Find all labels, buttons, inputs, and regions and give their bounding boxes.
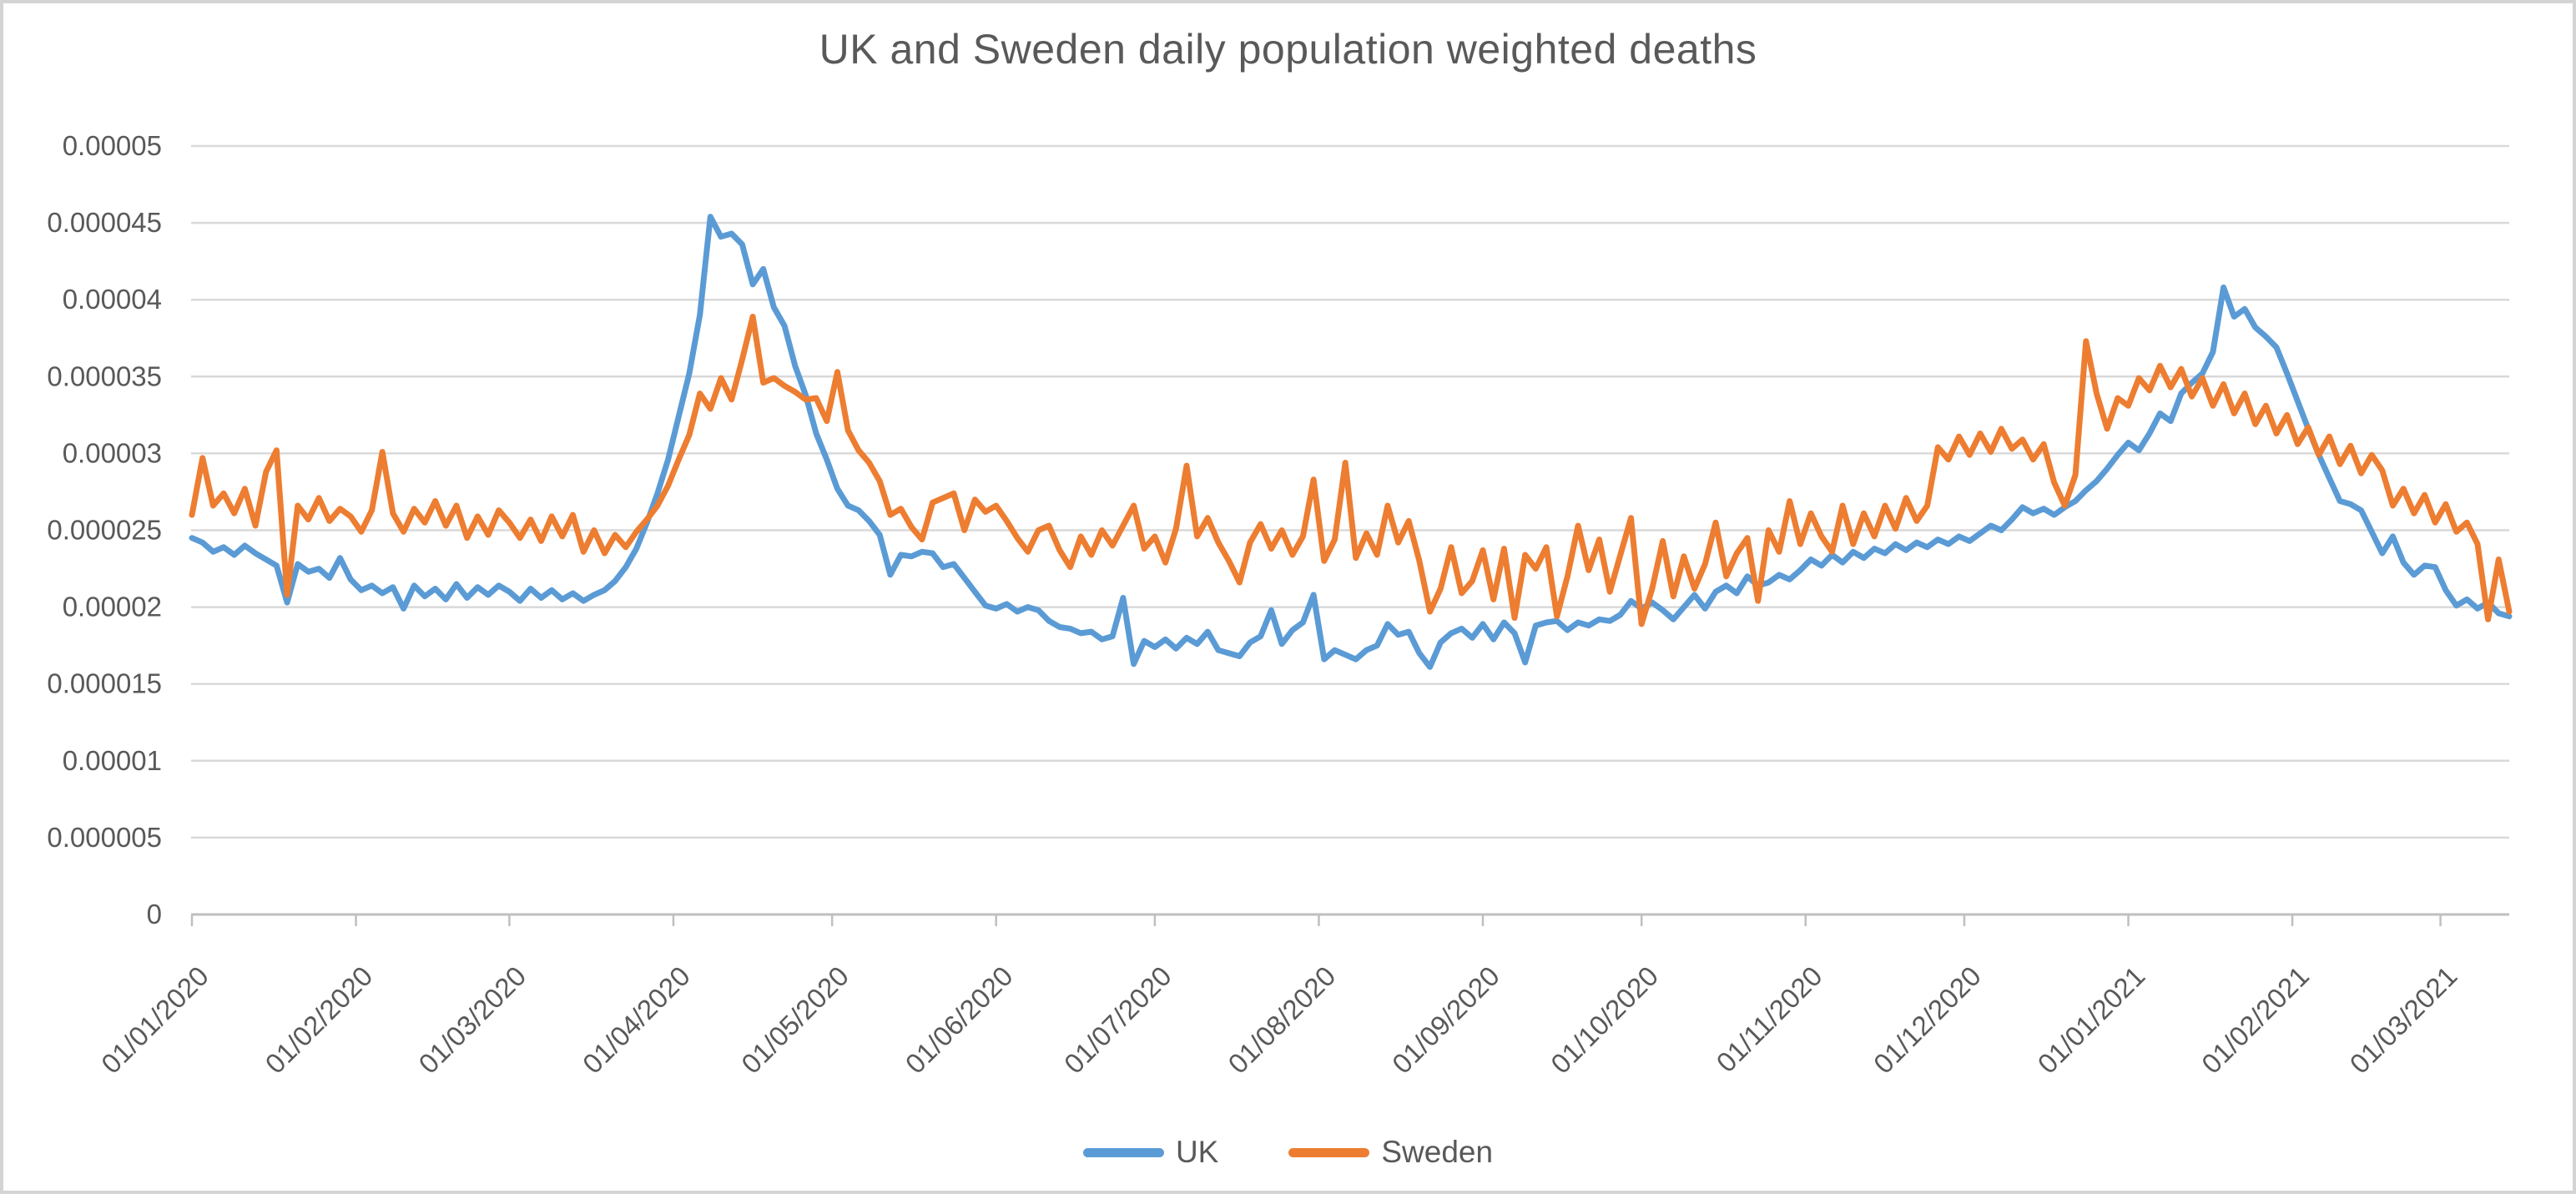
y-axis-label: 0.000025 bbox=[47, 515, 162, 546]
y-axis-label: 0.000035 bbox=[47, 360, 162, 391]
y-axis-label: 0.00002 bbox=[63, 592, 162, 622]
series-line-uk[interactable] bbox=[189, 214, 2513, 670]
x-axis-label: 01/08/2020 bbox=[1222, 960, 1341, 1080]
x-axis-label: 01/09/2020 bbox=[1386, 960, 1505, 1080]
x-axis-label: 01/01/2021 bbox=[2031, 960, 2150, 1080]
x-axis-label: 01/03/2020 bbox=[412, 960, 532, 1080]
x-axis-label: 01/05/2020 bbox=[735, 960, 854, 1080]
x-axis-label: 01/03/2021 bbox=[2344, 960, 2463, 1080]
y-axis-label: 0.00005 bbox=[63, 130, 162, 161]
legend-item-sweden[interactable]: Sweden bbox=[1288, 1135, 1493, 1170]
legend-label: UK bbox=[1175, 1135, 1219, 1169]
legend: UK Sweden bbox=[3, 1135, 2573, 1170]
x-axis-label: 01/02/2021 bbox=[2195, 960, 2315, 1080]
series-line-sweden[interactable] bbox=[189, 314, 2513, 627]
chart-title[interactable]: UK and Sweden daily population weighted … bbox=[819, 26, 1757, 73]
y-axis-label: 0 bbox=[147, 899, 162, 930]
x-axis-label: 01/04/2020 bbox=[577, 960, 696, 1080]
legend-line-swatch bbox=[1288, 1147, 1370, 1157]
x-axis-label: 01/10/2020 bbox=[1545, 960, 1664, 1080]
legend-label: Sweden bbox=[1381, 1135, 1494, 1169]
y-axis-label: 0.000005 bbox=[47, 822, 162, 853]
legend-item-uk[interactable]: UK bbox=[1082, 1135, 1219, 1170]
y-axis-label: 0.000015 bbox=[47, 668, 162, 699]
x-axis-label: 01/02/2020 bbox=[260, 960, 379, 1080]
x-axis-label: 01/11/2020 bbox=[1710, 960, 1827, 1078]
x-axis-label: 01/06/2020 bbox=[900, 960, 1019, 1080]
legend-line-swatch bbox=[1082, 1147, 1164, 1157]
x-axis-label: 01/07/2020 bbox=[1058, 960, 1177, 1080]
y-axis-label: 0.00003 bbox=[63, 437, 162, 468]
x-axis-label: 01/01/2020 bbox=[95, 960, 214, 1080]
chart-frame: UK and Sweden daily population weighted … bbox=[3, 3, 2573, 1191]
y-axis-label: 0.00001 bbox=[63, 745, 162, 776]
y-axis-label: 0.000045 bbox=[47, 207, 162, 238]
plot-area: 0 0.000005 0.00001 0.000015 0.00002 0.000025 0… bbox=[47, 130, 2513, 1080]
y-axis-label: 0.00004 bbox=[63, 284, 162, 315]
x-axis-label: 01/12/2020 bbox=[1868, 960, 1987, 1080]
